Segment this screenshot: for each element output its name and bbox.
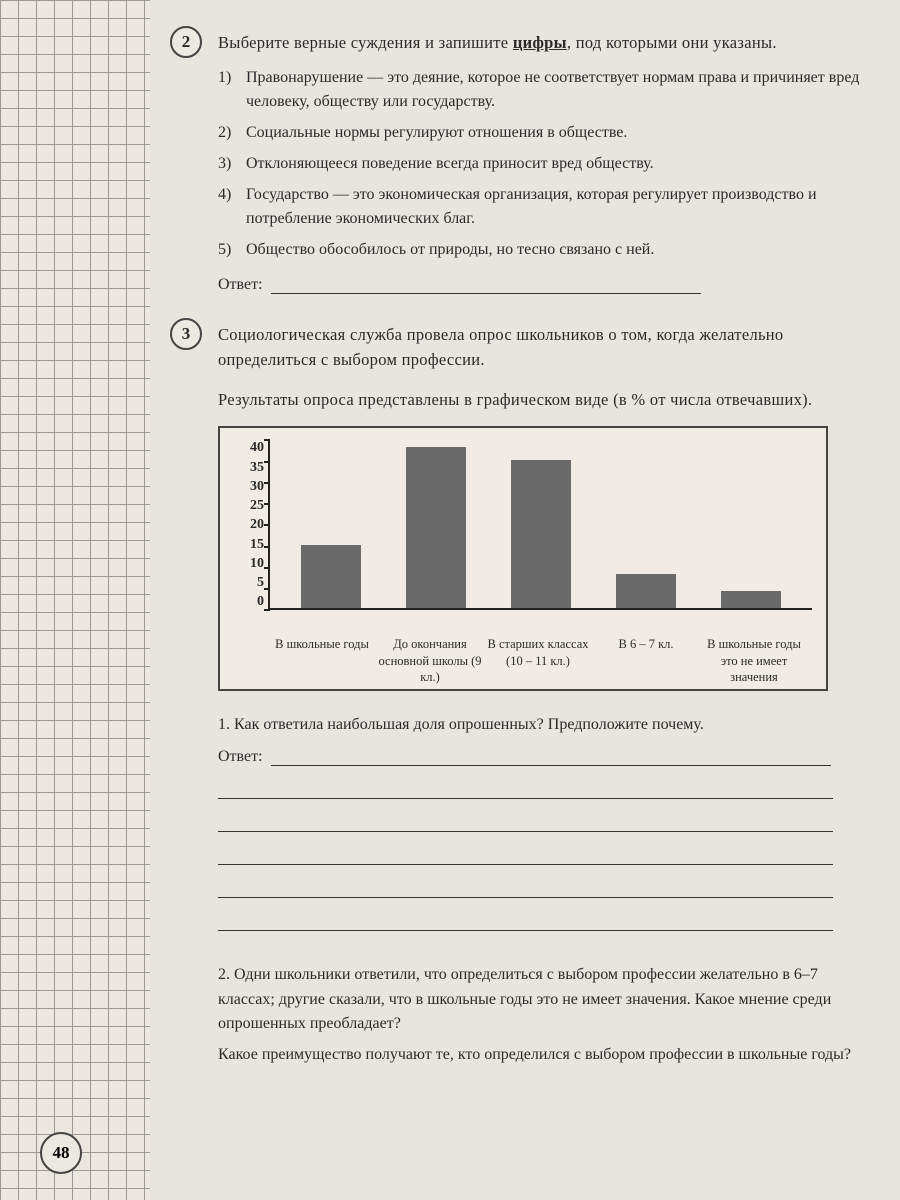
question-3: 3 Социологическая служба провела опрос ш…	[180, 322, 860, 1068]
x-label: В 6 – 7 кл.	[592, 636, 700, 685]
prompt-bold: цифры	[513, 33, 567, 52]
answer-row: Ответ:	[218, 276, 860, 294]
y-tick: 35	[250, 460, 264, 476]
answer-row: Ответ:	[218, 748, 860, 766]
y-tick: 10	[250, 556, 264, 572]
bar	[616, 574, 676, 608]
x-label: В школьные годы это не имеет значения	[700, 636, 808, 685]
y-tick: 15	[250, 537, 264, 553]
option-number: 2)	[218, 121, 246, 145]
question-number-badge: 2	[170, 26, 202, 58]
bar	[406, 447, 466, 609]
y-tick: 0	[257, 594, 264, 610]
x-label: До окончания основной школы (9 кл.)	[376, 636, 484, 685]
option-number: 4)	[218, 183, 246, 231]
option-item: 2)Социальные нормы регулируют отношения …	[218, 121, 860, 145]
answer-label: Ответ:	[218, 276, 263, 294]
grid-margin	[0, 0, 150, 1200]
y-tick: 30	[250, 479, 264, 495]
answer-blank-line[interactable]	[218, 930, 833, 931]
option-text: Государство — это экономическая организа…	[246, 183, 860, 231]
bar	[301, 545, 361, 609]
answer-blank[interactable]	[271, 293, 701, 294]
x-label: В старших классах (10 – 11 кл.)	[484, 636, 592, 685]
question-prompt: Социологическая служба провела опрос шко…	[218, 322, 860, 373]
bar-wrap	[286, 545, 376, 609]
answer-blank-line[interactable]	[218, 798, 833, 799]
bar-chart: 40 35 30 25 20 15 10 5 0 В школьные годы…	[218, 426, 828, 691]
sub-question-2b: Какое преимущество получают те, кто опре…	[218, 1043, 860, 1068]
option-number: 1)	[218, 66, 246, 114]
question-prompt: Выберите верные суждения и запишите цифр…	[218, 30, 860, 56]
option-item: 3)Отклоняющееся поведение всегда приноси…	[218, 152, 860, 176]
y-tick: 5	[257, 575, 264, 591]
bar	[511, 460, 571, 609]
option-number: 3)	[218, 152, 246, 176]
bar-wrap	[496, 460, 586, 609]
sub-question-1: 1. Как ответила наибольшая доля опрошенн…	[218, 713, 860, 738]
question-number-badge: 3	[170, 318, 202, 350]
bar-wrap	[391, 447, 481, 609]
option-text: Правонарушение — это деяние, которое не …	[246, 66, 860, 114]
y-tick: 20	[250, 517, 264, 533]
question-subtitle: Результаты опроса представлены в графиче…	[218, 387, 860, 413]
page-content: 2 Выберите верные суждения и запишите ци…	[150, 0, 900, 1200]
bar-wrap	[706, 591, 796, 608]
sub-question-2a: 2. Одни школьники ответили, что определи…	[218, 963, 860, 1037]
y-tick: 40	[250, 440, 264, 456]
option-number: 5)	[218, 238, 246, 262]
x-axis-labels: В школьные годы До окончания основной шк…	[268, 636, 812, 685]
answer-blank[interactable]	[271, 765, 831, 766]
option-item: 4)Государство — это экономическая органи…	[218, 183, 860, 231]
y-axis: 40 35 30 25 20 15 10 5 0	[234, 440, 268, 610]
answer-blank-line[interactable]	[218, 831, 833, 832]
plot-area	[268, 440, 812, 610]
question-2: 2 Выберите верные суждения и запишите ци…	[180, 30, 860, 294]
prompt-post: , под которыми они указаны.	[567, 33, 777, 52]
answer-blank-line[interactable]	[218, 864, 833, 865]
option-item: 1)Правонарушение — это деяние, которое н…	[218, 66, 860, 114]
chart-area: 40 35 30 25 20 15 10 5 0	[234, 440, 812, 630]
y-tick: 25	[250, 498, 264, 514]
page-number: 48	[40, 1132, 82, 1174]
prompt-pre: Выберите верные суждения и запишите	[218, 33, 513, 52]
options-list: 1)Правонарушение — это деяние, которое н…	[218, 66, 860, 262]
tick-marks	[264, 440, 270, 610]
option-text: Отклоняющееся поведение всегда приносит …	[246, 152, 860, 176]
option-text: Социальные нормы регулируют отношения в …	[246, 121, 860, 145]
answer-blank-line[interactable]	[218, 897, 833, 898]
answer-label: Ответ:	[218, 748, 263, 766]
option-item: 5)Общество обособилось от природы, но те…	[218, 238, 860, 262]
option-text: Общество обособилось от природы, но тесн…	[246, 238, 860, 262]
x-label: В школьные годы	[268, 636, 376, 685]
bar-wrap	[601, 574, 691, 608]
bar	[721, 591, 781, 608]
